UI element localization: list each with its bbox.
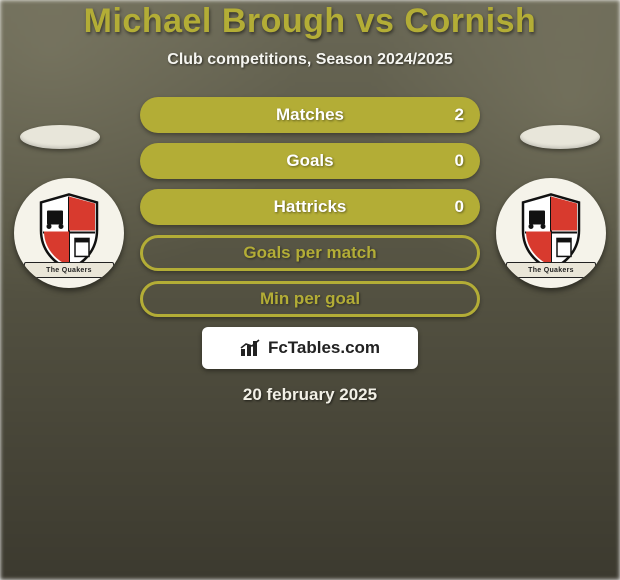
stat-row: Min per goal [140,281,480,317]
stat-row: Matches 2 [140,97,480,133]
stat-label: Goals per match [243,243,376,263]
badge-circle: The Quakers [14,178,124,288]
stat-label: Hattricks [274,197,347,217]
stat-label: Matches [276,105,344,125]
stat-value: 0 [455,151,464,171]
left-club-badge: The Quakers [14,178,124,288]
stat-label: Goals [286,151,333,171]
badge-banner: The Quakers [24,262,114,278]
shield-icon [517,192,585,270]
stat-label: Min per goal [260,289,360,309]
right-club-badge: The Quakers [496,178,606,288]
stat-row: Hattricks 0 [140,189,480,225]
stat-value: 0 [455,197,464,217]
branding-label: FcTables.com [268,338,380,358]
badge-circle: The Quakers [496,178,606,288]
shield-icon [35,192,103,270]
page-title: Michael Brough vs Cornish [0,2,620,41]
stat-row: Goals per match [140,235,480,271]
stat-row: Goals 0 [140,143,480,179]
left-player-ellipse [20,125,100,149]
subtitle: Club competitions, Season 2024/2025 [0,51,620,69]
stats-container: Matches 2 Goals 0 Hattricks 0 Goals per … [140,97,480,317]
comparison-card: Michael Brough vs Cornish Club competiti… [0,0,620,405]
right-player-ellipse [520,125,600,149]
stat-value: 2 [455,105,464,125]
bars-icon [240,339,262,357]
badge-banner: The Quakers [506,262,596,278]
date: 20 february 2025 [0,385,620,405]
branding-box[interactable]: FcTables.com [202,327,418,369]
